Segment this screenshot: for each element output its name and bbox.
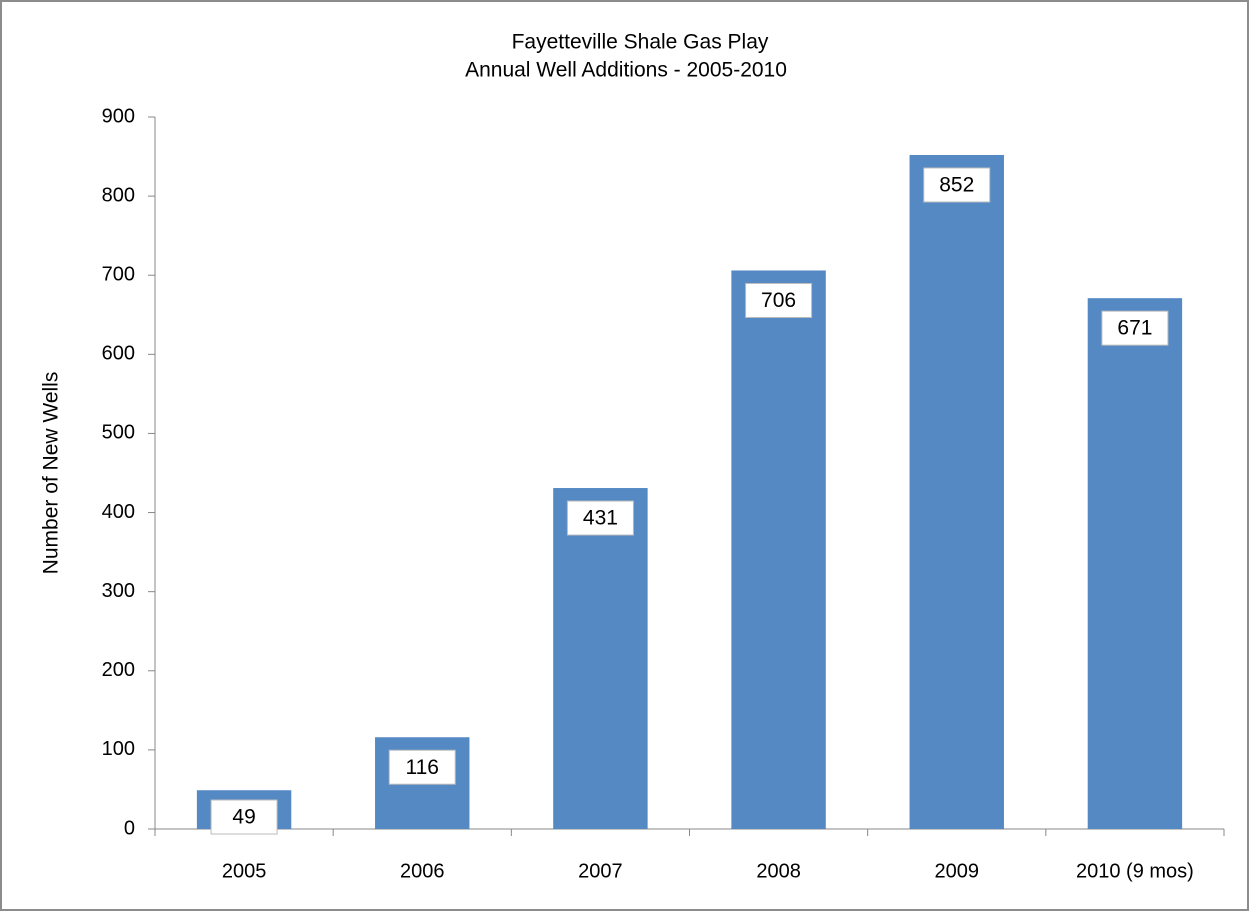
x-tick-label: 2010 (9 mos)	[1076, 860, 1194, 882]
data-label-box	[388, 749, 456, 785]
x-tick-label: 2009	[935, 860, 980, 882]
y-tick-label: 100	[102, 738, 135, 760]
chart-subtitle: Annual Well Additions - 2005-2010	[465, 59, 787, 82]
bar	[909, 154, 1004, 829]
data-label: 116	[406, 756, 439, 779]
data-label: 852	[939, 174, 974, 197]
x-tick-label: 2005	[222, 860, 267, 882]
data-label-box	[1101, 310, 1169, 346]
y-tick-label: 300	[102, 580, 135, 602]
data-label-box	[210, 799, 278, 835]
y-axis-label: Number of New Wells	[40, 372, 63, 575]
y-tick-label: 0	[124, 817, 135, 839]
bar	[553, 488, 648, 829]
data-label: 671	[1117, 317, 1152, 340]
data-label: 706	[761, 289, 796, 312]
y-tick-label: 900	[102, 105, 135, 127]
y-tick-label: 400	[102, 501, 135, 523]
y-tick-label: 800	[102, 184, 135, 206]
data-label-box	[745, 282, 813, 318]
data-label-box	[566, 500, 634, 536]
x-tick-label: 2006	[400, 860, 445, 882]
data-label: 49	[232, 806, 255, 829]
y-tick-label: 600	[102, 343, 135, 365]
y-tick-label: 500	[102, 422, 135, 444]
bar	[1087, 298, 1183, 830]
data-label: 431	[583, 507, 618, 530]
x-tick-label: 2008	[756, 860, 801, 882]
y-tick-label: 200	[102, 659, 135, 681]
bar	[731, 270, 826, 829]
data-label-box	[923, 167, 991, 203]
chart-title: Fayetteville Shale Gas Play	[512, 31, 769, 54]
y-tick-label: 700	[102, 264, 135, 286]
x-tick-label: 2007	[578, 860, 623, 882]
